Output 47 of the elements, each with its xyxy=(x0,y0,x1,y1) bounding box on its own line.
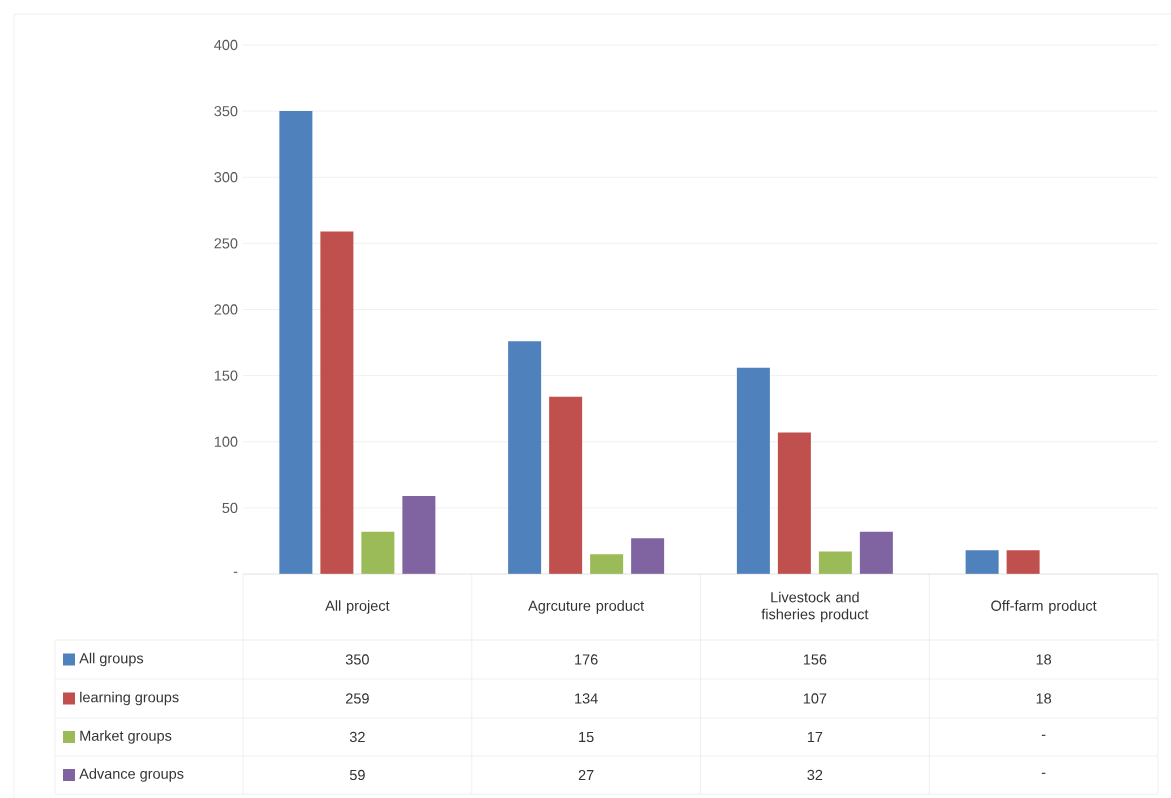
data-label: 15 xyxy=(579,731,594,743)
data-label: 27 xyxy=(578,769,594,781)
y-tick-label: 250 xyxy=(214,238,238,249)
data-label: 17 xyxy=(807,732,823,742)
y-tick-label: 350 xyxy=(214,105,238,117)
text: - xyxy=(1041,734,1046,736)
text: - xyxy=(1041,772,1046,774)
x-tick-label: Agrcuture product xyxy=(528,600,645,614)
legend-label: Advance groups xyxy=(79,768,184,782)
bar xyxy=(965,550,999,574)
bar xyxy=(361,531,395,574)
bar xyxy=(279,111,313,574)
data-label: 134 xyxy=(575,693,598,704)
data-label: 18 xyxy=(1036,654,1052,665)
y-tick-label: - xyxy=(233,571,238,573)
bar xyxy=(859,531,893,574)
data-label: 176 xyxy=(575,654,598,665)
data-label: 350 xyxy=(345,654,369,665)
x-tick-label: Off-farm product xyxy=(991,600,1097,614)
bar xyxy=(590,554,624,574)
data-label: 107 xyxy=(803,693,827,704)
y-tick-label: 50 xyxy=(222,502,238,513)
data-label: 18 xyxy=(1036,693,1052,704)
bar xyxy=(1006,550,1040,574)
y-tick-label: 400 xyxy=(214,39,238,51)
y-tick-label: 200 xyxy=(214,304,238,315)
y-tick-label: 150 xyxy=(214,370,238,381)
bar xyxy=(549,396,583,574)
bar xyxy=(736,367,770,574)
data-label: 32 xyxy=(349,731,365,743)
x-tick-label: Livestock and fisheries product xyxy=(761,591,869,623)
bar xyxy=(777,432,811,574)
y-tick-label: 100 xyxy=(214,436,238,447)
data-label: 59 xyxy=(349,769,365,781)
bar xyxy=(818,551,852,574)
bar xyxy=(631,538,665,574)
data-label: 156 xyxy=(803,654,827,665)
legend-label: learning groups xyxy=(80,691,179,706)
legend-label: Market groups xyxy=(80,730,172,744)
legend-label: All groups xyxy=(79,652,144,667)
x-tick-label: All project xyxy=(325,600,390,614)
bar xyxy=(320,231,354,574)
data-label: 32 xyxy=(807,769,823,781)
bar xyxy=(402,495,436,574)
data-label: 259 xyxy=(346,693,369,704)
bar xyxy=(508,341,542,574)
y-tick-label: 300 xyxy=(214,172,238,183)
